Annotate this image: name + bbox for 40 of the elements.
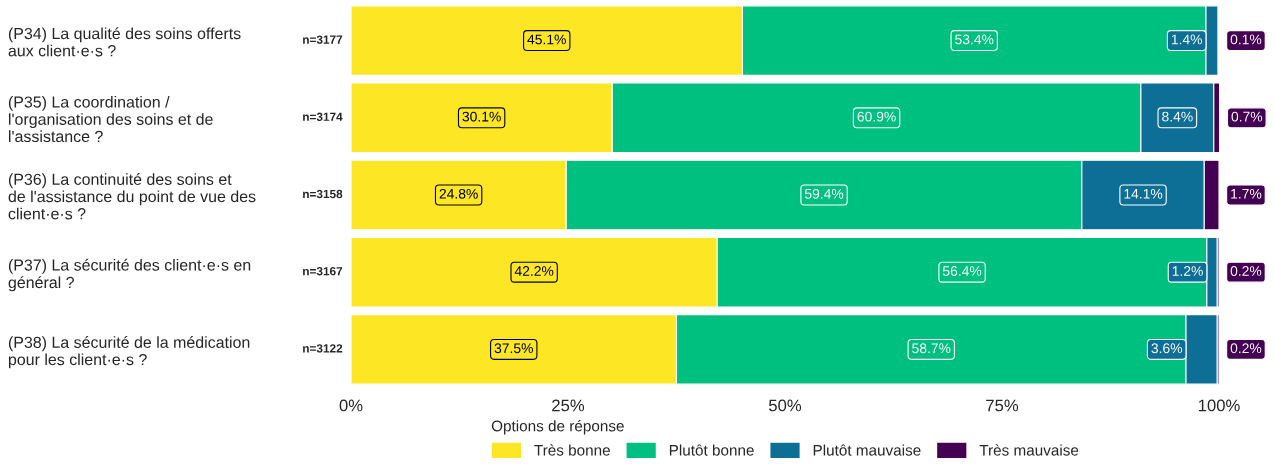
data-label: 1.4% [1171,34,1203,45]
data-label: 0.2% [1230,343,1262,354]
x-tick-label: 0% [339,399,363,412]
data-label: 0.7% [1231,111,1263,122]
data-label: 3.6% [1151,343,1183,354]
y-tick-label: (P38) La sécurité de la médication pour les client·e·s ? [8,336,250,369]
data-label: 24.8% [439,188,478,199]
x-tick-label: 25% [552,399,585,412]
x-tick-label: 100% [1198,399,1240,412]
data-label: 45.1% [527,34,566,45]
legend-title: Options de réponse [491,420,624,435]
data-label: 56.4% [942,266,982,276]
data-label: 14.1% [1124,188,1163,199]
text: n=3174 [303,112,343,121]
legend-label: Très mauvaise [979,444,1079,456]
data-label: 30.1% [462,111,501,122]
x-tick-label: 50% [768,399,802,412]
legend-label: Plutôt mauvaise [813,444,921,456]
data-label: 0.2% [1230,266,1262,276]
data-label: 1.7% [1231,188,1262,199]
data-label: 0.1% [1230,34,1262,45]
data-label: 59.4% [804,188,844,199]
text: n=3122 [303,344,343,353]
legend-label: Très bonne [534,444,610,456]
y-tick-label: (P36) La continuité des soins et de l'assistance du point de vue des client·e·s ? [8,173,256,220]
data-label: 60.9% [857,111,896,122]
y-tick-label: (P35) La coordination / l'organisation des soins et de l'assistance ? [8,95,213,143]
y-tick-label: (P34) La qualité des soins offerts aux client·e·s ? [8,27,241,57]
data-label: 37.5% [494,343,533,354]
data-label: 53.4% [955,34,994,45]
data-label: 8.4% [1162,111,1193,122]
legend-label: Plutôt bonne [669,444,754,456]
data-label: 58.7% [912,343,951,354]
x-tick-label: 75% [986,399,1019,412]
y-tick-label: (P37) La sécurité des client·e·s en général ? [8,258,251,292]
text: n=3167 [303,267,343,276]
text: n=3158 [303,189,343,199]
text: n=3177 [303,35,343,44]
data-label: 1.2% [1172,266,1203,276]
data-label: 42.2% [514,266,554,276]
